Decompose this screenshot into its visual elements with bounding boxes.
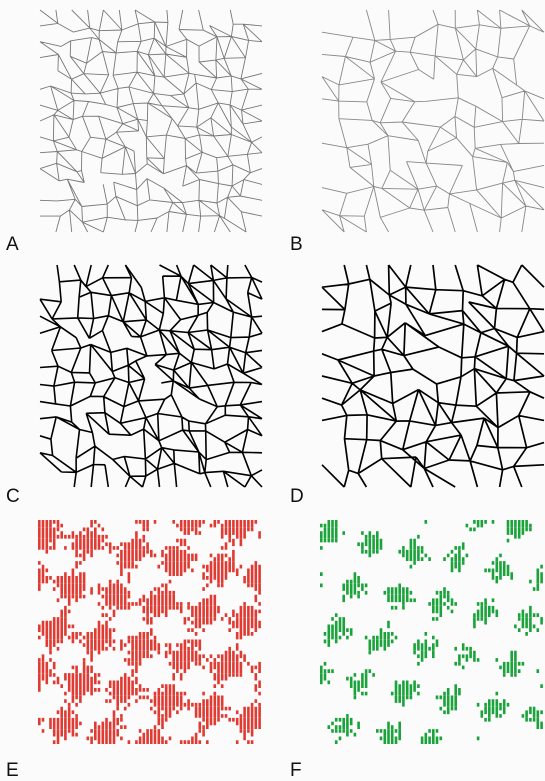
background xyxy=(0,0,545,781)
figure: A B C D E F xyxy=(0,0,545,781)
panel-label: A xyxy=(6,234,19,255)
panel-label: F xyxy=(290,760,302,781)
panel-label: E xyxy=(6,760,19,781)
panel-label: B xyxy=(290,234,303,255)
panel-label: D xyxy=(290,486,304,507)
panel-label: C xyxy=(6,486,20,507)
